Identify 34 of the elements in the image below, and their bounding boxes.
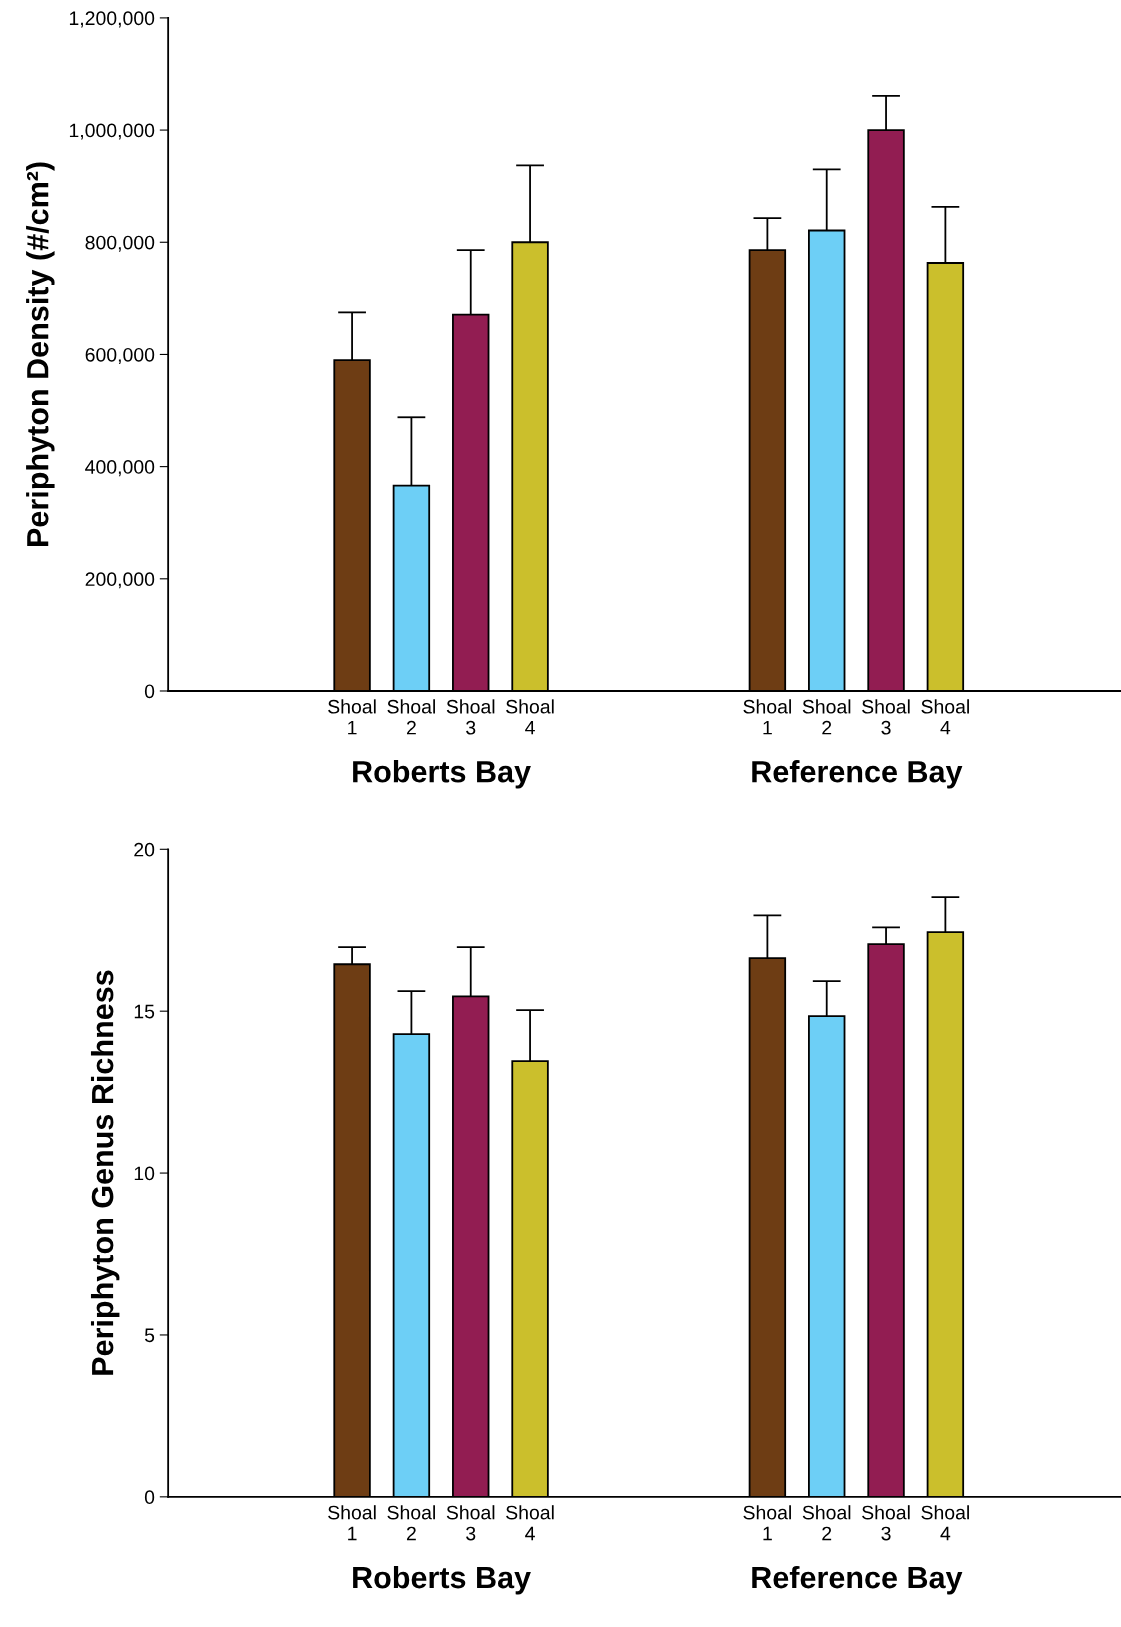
y-tick-label: 10 — [134, 1166, 155, 1181]
text: Roberts Bay — [353, 1565, 531, 1595]
text: Reference Bay — [752, 760, 963, 789]
y-tick-label: 0 — [144, 1490, 155, 1505]
x-tick-label: Shoal 1 — [328, 1505, 376, 1541]
y-axis-title: Periphyton Density (#/cm²) — [26, 162, 55, 546]
y-tick-label: 600,000 — [85, 347, 155, 364]
x-tick-label: Shoal 3 — [862, 699, 910, 735]
x-tick-label: Shoal 4 — [506, 699, 554, 735]
x-tick-label: Shoal 1 — [743, 1505, 791, 1541]
y-tick-label: 200,000 — [85, 572, 155, 589]
y-tick-label: 1,000,000 — [69, 123, 155, 140]
y-tick-label: 15 — [134, 1004, 155, 1019]
x-tick-label: Shoal 3 — [862, 1505, 910, 1541]
x-tick-label: Shoal 2 — [802, 1505, 851, 1541]
text: Reference Bay — [752, 1565, 963, 1595]
y-tick-label: 20 — [134, 842, 155, 857]
x-tick-label: Shoal 4 — [506, 1505, 554, 1541]
x-tick-label: Shoal 4 — [921, 1505, 969, 1541]
x-tick-label: Shoal 2 — [802, 699, 851, 735]
x-tick-label: Shoal 3 — [446, 1505, 495, 1541]
y-axis-title: Periphyton Genus Richness — [90, 970, 120, 1375]
x-tick-label: Shoal 2 — [387, 1505, 435, 1541]
x-tick-label: Shoal 3 — [446, 699, 495, 735]
y-tick-label: 800,000 — [85, 235, 155, 252]
x-tick-label: Shoal 1 — [743, 699, 791, 735]
y-tick-label: 0 — [144, 684, 155, 699]
y-tick-label: 5 — [144, 1328, 155, 1343]
x-tick-label: Shoal 2 — [387, 699, 435, 735]
x-tick-label: Shoal 4 — [921, 699, 969, 735]
x-tick-label: Shoal 1 — [328, 699, 376, 735]
y-tick-label: 400,000 — [85, 460, 155, 477]
y-tick-label: 1,200,000 — [69, 11, 155, 28]
text: Roberts Bay — [353, 760, 531, 789]
